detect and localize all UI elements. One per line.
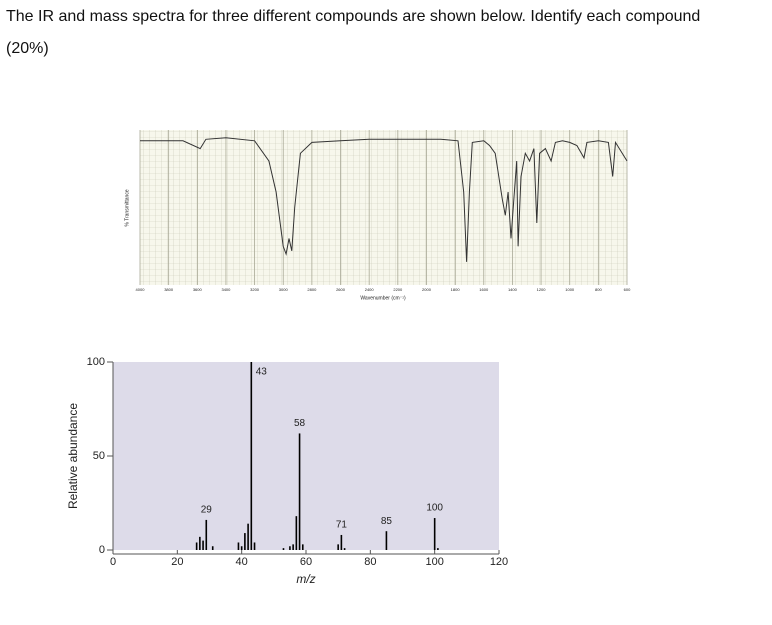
peak [295, 516, 298, 550]
peak [253, 542, 256, 550]
peak [433, 518, 436, 550]
x-tick-label: 100 [425, 556, 443, 568]
peak-label: 58 [294, 418, 306, 429]
x-tick-label: 1200 [537, 287, 547, 292]
x-tick-label: 2600 [336, 287, 346, 292]
x-tick-label: 3400 [221, 287, 231, 292]
peak [237, 542, 240, 550]
peak [301, 544, 304, 550]
peak [202, 540, 204, 550]
peak [385, 531, 388, 550]
peak [211, 546, 214, 550]
peak [282, 548, 285, 550]
x-tick-label: 1800 [451, 287, 461, 292]
ms-y-label: Relative abundance [66, 403, 80, 509]
x-tick-label: 40 [236, 556, 248, 568]
x-tick-label: 0 [110, 556, 116, 568]
x-tick-label: 1000 [565, 287, 575, 292]
question-text: The IR and mass spectra for three differ… [6, 8, 701, 25]
peak [195, 542, 198, 550]
question-weight: (20%) [6, 40, 49, 57]
x-tick-label: 2400 [365, 287, 375, 292]
x-tick-label: 600 [624, 287, 631, 292]
peak [205, 519, 208, 550]
peak-label: 43 [256, 367, 268, 378]
peak [298, 433, 301, 550]
peak-label: 100 [426, 503, 443, 514]
x-tick-label: 1400 [508, 287, 518, 292]
x-tick-label: 3000 [279, 287, 289, 292]
x-tick-label: 3200 [250, 287, 260, 292]
x-tick-label: 2000 [422, 287, 432, 292]
x-tick-label: 800 [595, 287, 602, 292]
ir-grid [140, 130, 627, 285]
x-tick-label: 60 [300, 556, 312, 568]
peak-label: 29 [201, 505, 213, 516]
ms-x-label: m/z [296, 572, 315, 586]
peak [240, 546, 243, 550]
peak [340, 534, 343, 550]
peak [199, 536, 201, 550]
x-tick-label: 1600 [479, 287, 489, 292]
peak [337, 544, 339, 550]
peak [250, 362, 253, 550]
x-tick-label: 4000 [136, 287, 146, 292]
x-tick-label: 120 [490, 556, 508, 568]
peak [244, 533, 246, 550]
ms-plot-area [113, 362, 499, 550]
x-tick-label: 2800 [307, 287, 317, 292]
y-tick-label: 100 [87, 356, 105, 368]
y-tick-label: 50 [93, 450, 105, 462]
peak [343, 548, 346, 550]
peak-label: 85 [381, 516, 393, 527]
ir-y-label: % Transmittance [124, 189, 130, 226]
x-tick-label: 2200 [393, 287, 403, 292]
x-tick-label: 20 [171, 556, 183, 568]
peak [437, 548, 439, 550]
y-tick-label: 0 [99, 544, 105, 556]
peak-label: 71 [336, 520, 348, 531]
peak [292, 544, 294, 550]
peak [289, 546, 291, 550]
ir-trace [140, 137, 628, 262]
x-tick-label: 80 [364, 556, 376, 568]
x-tick-label: 3800 [164, 287, 174, 292]
peak [247, 523, 249, 550]
x-tick-label: 3600 [193, 287, 203, 292]
ir-x-label: Wavenumber (cm⁻¹) [360, 295, 406, 301]
